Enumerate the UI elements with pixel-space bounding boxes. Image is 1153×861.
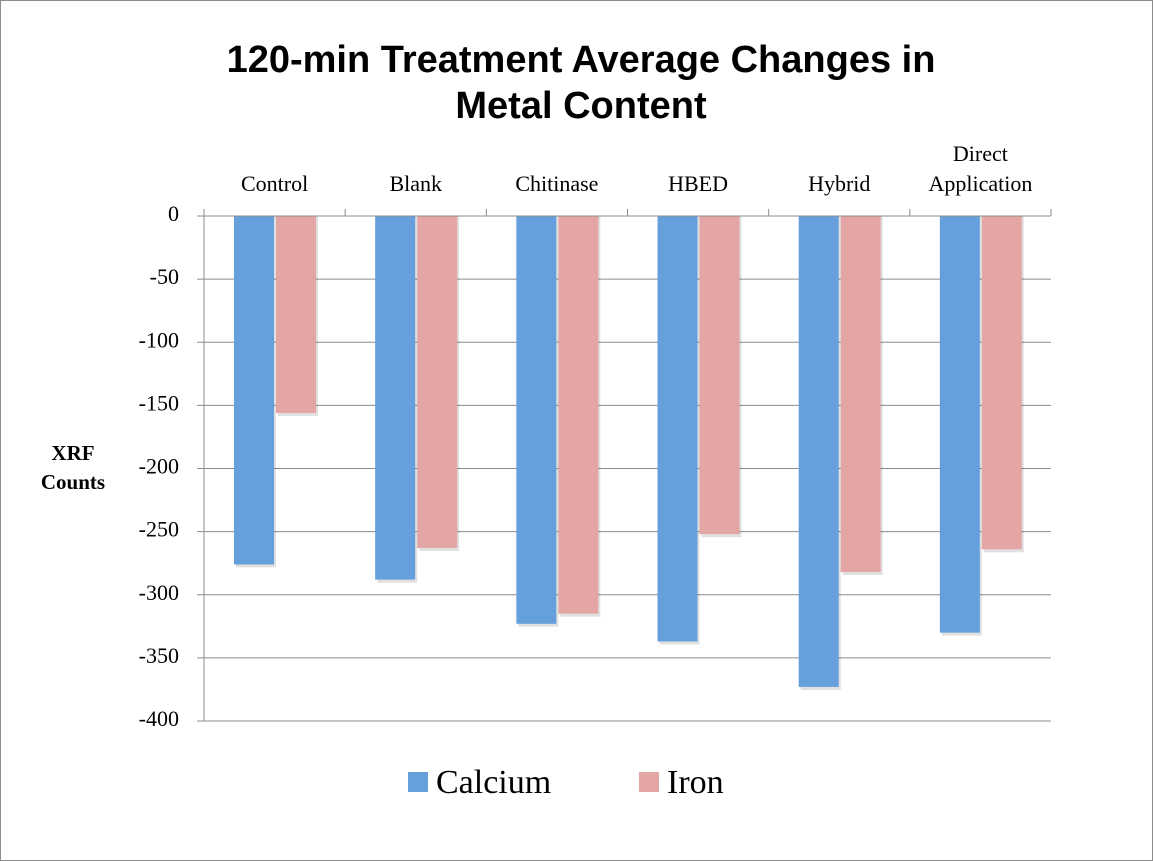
y-tick-label: -50 bbox=[150, 264, 179, 289]
y-tick-label: -300 bbox=[139, 580, 179, 605]
y-tick-label: -100 bbox=[139, 327, 179, 352]
legend-swatch bbox=[408, 772, 428, 792]
bar bbox=[375, 216, 416, 580]
x-tick-label: Blank bbox=[389, 171, 443, 196]
y-tick-label: 0 bbox=[168, 201, 179, 226]
bar bbox=[840, 216, 881, 573]
legend-swatch bbox=[639, 772, 659, 792]
bar bbox=[516, 216, 557, 624]
y-tick-label: -200 bbox=[139, 454, 179, 479]
y-tick-label: -400 bbox=[139, 706, 179, 731]
bar bbox=[276, 216, 316, 413]
x-tick-label: HBED bbox=[668, 171, 729, 196]
bar bbox=[417, 216, 458, 549]
x-tick-label: Chitinase bbox=[515, 171, 599, 196]
bar bbox=[939, 216, 980, 633]
bar bbox=[699, 216, 740, 535]
y-tick-label: -150 bbox=[139, 390, 179, 415]
bar bbox=[798, 216, 839, 687]
x-tick-label: Hybrid bbox=[808, 171, 871, 196]
chart-title: 120-min Treatment Average Changes in Met… bbox=[226, 39, 936, 127]
x-tick-label: Control bbox=[240, 171, 309, 196]
legend-label: Calcium bbox=[436, 764, 551, 801]
bar bbox=[981, 216, 1022, 550]
bar bbox=[234, 216, 274, 565]
legend-label: Iron bbox=[667, 764, 724, 801]
x-tick-label: Direct Application bbox=[928, 141, 1033, 196]
y-tick-label: -350 bbox=[139, 643, 179, 668]
bar bbox=[558, 216, 599, 614]
y-tick-label: -250 bbox=[139, 517, 179, 542]
y-axis-label: XRF Counts bbox=[40, 441, 106, 494]
bar bbox=[657, 216, 698, 642]
